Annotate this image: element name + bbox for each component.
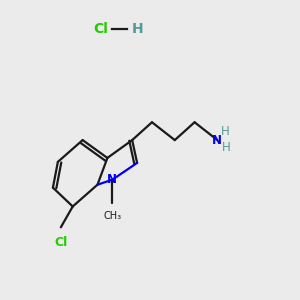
- Text: CH₃: CH₃: [103, 212, 122, 221]
- Text: N: N: [107, 173, 117, 186]
- Text: N: N: [212, 134, 222, 147]
- Text: Cl: Cl: [93, 22, 108, 36]
- Text: H: H: [131, 22, 143, 36]
- Text: Cl: Cl: [54, 236, 68, 249]
- Text: H: H: [221, 125, 230, 138]
- Text: H: H: [222, 140, 231, 154]
